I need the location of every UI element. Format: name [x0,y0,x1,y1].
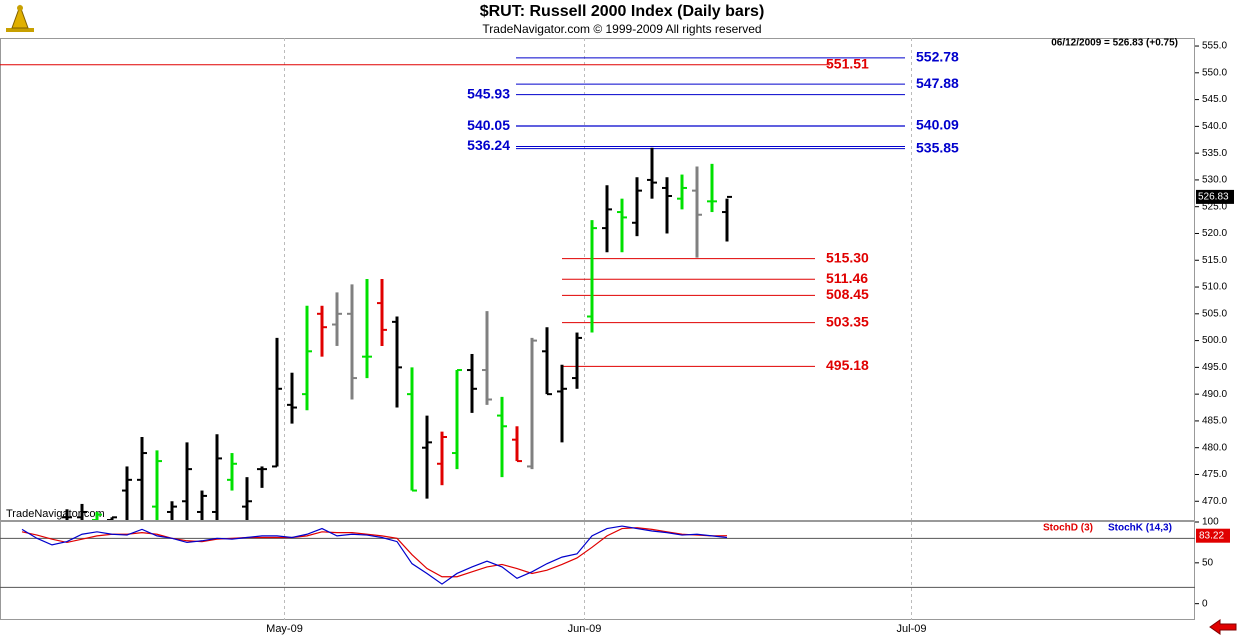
y-tick-label: 520.0 [1202,228,1227,239]
level-label: 545.93 [467,85,510,101]
level-label: 535.85 [916,139,959,155]
y-tick-label: 510.0 [1202,282,1227,293]
x-tick-label: Jun-09 [568,623,602,635]
indicator-tag: 83.22 [1199,530,1224,541]
indicator-panel [0,521,1195,620]
y-tick-label: 515.0 [1202,255,1227,266]
level-label: 536.24 [467,137,510,153]
last-price-tag-bg [1196,189,1234,204]
y-tick-label: 555.0 [1202,41,1227,52]
y-tick-label: 505.0 [1202,308,1227,319]
level-label: 552.78 [916,49,959,65]
y-tick-label: 475.0 [1202,469,1227,480]
level-label: 495.18 [826,357,869,373]
y-tick-label: 470.0 [1202,496,1227,507]
x-tick-label: Jul-09 [897,623,927,635]
logo [6,4,34,32]
y-tick-label: 495.0 [1202,362,1227,373]
legend-entry: StochK (14,3) [1108,523,1172,534]
y-tick-label: 490.0 [1202,389,1227,400]
price-bars [0,57,905,520]
y-tick-label: 550.0 [1202,67,1227,78]
y-tick-label: 485.0 [1202,416,1227,427]
y-tick-label: 530.0 [1202,175,1227,186]
price-panel [0,38,1195,521]
indicator-line [21,525,728,585]
legend-entry: StochD (3) [1043,523,1093,534]
indicator-y-tick-label: 0 [1202,598,1208,609]
level-label: 540.05 [467,117,510,133]
watermark: TradeNavigator.com [6,508,105,520]
y-tick-label: 480.0 [1202,442,1227,453]
level-label: 503.35 [826,313,869,329]
level-label: 547.88 [916,75,959,91]
y-tick-label: 525.0 [1202,201,1227,212]
indicator-y-tick-label: 100 [1202,517,1219,528]
scroll-arrow[interactable] [1209,619,1237,635]
level-label: 551.51 [826,55,869,71]
y-tick-label: 535.0 [1202,148,1227,159]
chart-subtitle: TradeNavigator.com © 1999-2009 All right… [482,22,761,36]
y-tick-label: 500.0 [1202,335,1227,346]
last-price-tag: 526.83 [1198,192,1229,203]
level-label: 511.46 [826,270,868,286]
chart-title: $RUT: Russell 2000 Index (Daily bars) [480,3,765,20]
level-label: 540.09 [916,117,959,133]
indicator-y-tick-label: 50 [1202,557,1214,568]
x-tick-label: May-09 [266,623,303,635]
indicator-tag-bg [1196,528,1230,543]
header-note: 06/12/2009 = 526.83 (+0.75) [1051,38,1178,49]
indicator-line [21,527,728,578]
y-tick-label: 545.0 [1202,94,1227,105]
level-label: 508.45 [826,286,869,302]
y-tick-label: 540.0 [1202,121,1227,132]
level-label: 515.30 [826,249,869,265]
